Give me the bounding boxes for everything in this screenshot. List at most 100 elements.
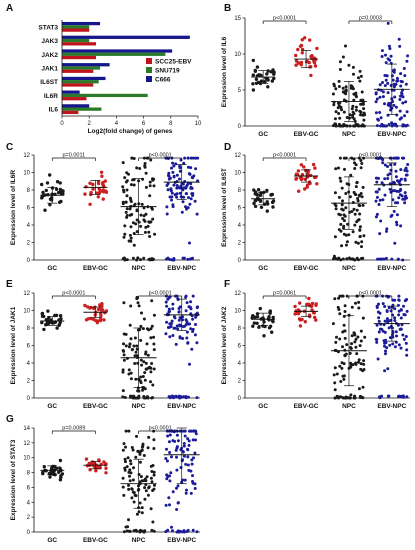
- y-tick-label: 6: [27, 206, 31, 212]
- data-point: [314, 318, 318, 322]
- data-point: [352, 92, 356, 96]
- data-point: [362, 124, 366, 128]
- data-point: [170, 166, 173, 170]
- data-point: [343, 304, 347, 308]
- data-point: [298, 301, 302, 305]
- data-point: [354, 95, 358, 99]
- data-point: [303, 177, 307, 181]
- data-point: [143, 230, 147, 234]
- data-point: [253, 204, 258, 209]
- y-tick-label: 4: [27, 223, 31, 229]
- data-point: [144, 361, 148, 365]
- data-point: [405, 110, 409, 114]
- data-point: [310, 54, 314, 58]
- data-point: [122, 235, 126, 239]
- bar-c666-jak1: [62, 63, 110, 67]
- data-point: [331, 124, 335, 128]
- data-point: [381, 95, 385, 99]
- data-point: [132, 183, 136, 187]
- data-point: [132, 344, 136, 348]
- data-point: [357, 360, 360, 364]
- data-point: [140, 445, 144, 449]
- data-point: [122, 190, 126, 194]
- data-point: [88, 202, 92, 206]
- data-point: [187, 196, 190, 200]
- data-point: [396, 79, 400, 83]
- data-point: [384, 53, 387, 57]
- data-point: [88, 181, 92, 185]
- data-point: [152, 447, 156, 450]
- data-point: [313, 166, 317, 170]
- data-point: [340, 294, 344, 298]
- category-label-stat3: STAT3: [38, 24, 58, 31]
- data-point: [143, 371, 147, 375]
- data-point: [95, 191, 99, 195]
- data-point: [378, 83, 382, 87]
- data-point: [331, 92, 335, 96]
- data-point: [378, 232, 382, 236]
- category-label-npc: NPC: [342, 131, 356, 138]
- data-point: [388, 104, 392, 108]
- y-axis-title: Expression level of JAK1: [10, 306, 17, 384]
- y-tick-label: 12: [23, 291, 30, 297]
- bar-snu719-jak1: [62, 66, 101, 70]
- data-point: [171, 203, 175, 207]
- data-point: [147, 230, 151, 234]
- data-point: [344, 192, 348, 195]
- x-tick-label: 0: [60, 121, 64, 127]
- data-point: [341, 55, 345, 59]
- data-point: [333, 366, 337, 370]
- data-point: [255, 321, 259, 325]
- data-point: [313, 64, 318, 68]
- data-point: [310, 301, 315, 306]
- data-point: [336, 101, 340, 105]
- data-point: [139, 213, 143, 217]
- data-point: [399, 84, 403, 88]
- data-point: [349, 393, 353, 397]
- data-point: [352, 98, 356, 102]
- data-point: [46, 309, 50, 313]
- data-point: [359, 339, 363, 343]
- data-point: [376, 310, 380, 314]
- data-point: [354, 240, 358, 244]
- data-point: [395, 76, 399, 80]
- bar-scc25-ebv-stat3: [62, 28, 90, 32]
- data-point: [339, 222, 343, 226]
- data-point: [184, 309, 188, 313]
- data-point: [152, 470, 156, 474]
- data-point: [345, 124, 349, 128]
- data-point: [180, 530, 184, 534]
- data-point: [52, 470, 56, 474]
- data-point: [133, 336, 137, 340]
- data-point: [374, 176, 378, 180]
- data-point: [394, 175, 398, 179]
- data-point: [175, 395, 179, 399]
- data-point: [348, 124, 352, 128]
- data-point: [352, 331, 356, 335]
- data-point: [398, 44, 402, 48]
- data-point: [340, 244, 344, 248]
- data-point: [256, 188, 261, 192]
- data-point: [175, 433, 179, 437]
- data-point: [344, 44, 347, 48]
- data-point: [270, 79, 274, 83]
- data-point: [59, 199, 63, 204]
- data-point: [143, 219, 147, 223]
- data-point: [186, 437, 190, 441]
- data-point: [177, 318, 181, 322]
- data-point: [128, 207, 132, 211]
- data-point: [383, 102, 386, 106]
- data-point: [334, 124, 338, 128]
- data-point: [302, 165, 306, 169]
- data-point: [127, 368, 131, 372]
- data-point: [40, 182, 44, 187]
- data-point: [338, 364, 342, 368]
- data-point: [131, 256, 135, 260]
- data-point: [179, 395, 183, 399]
- data-point: [191, 438, 195, 442]
- data-point: [59, 188, 63, 192]
- data-point: [305, 185, 309, 189]
- data-point: [386, 319, 390, 323]
- data-point: [166, 475, 170, 478]
- data-point: [353, 192, 357, 196]
